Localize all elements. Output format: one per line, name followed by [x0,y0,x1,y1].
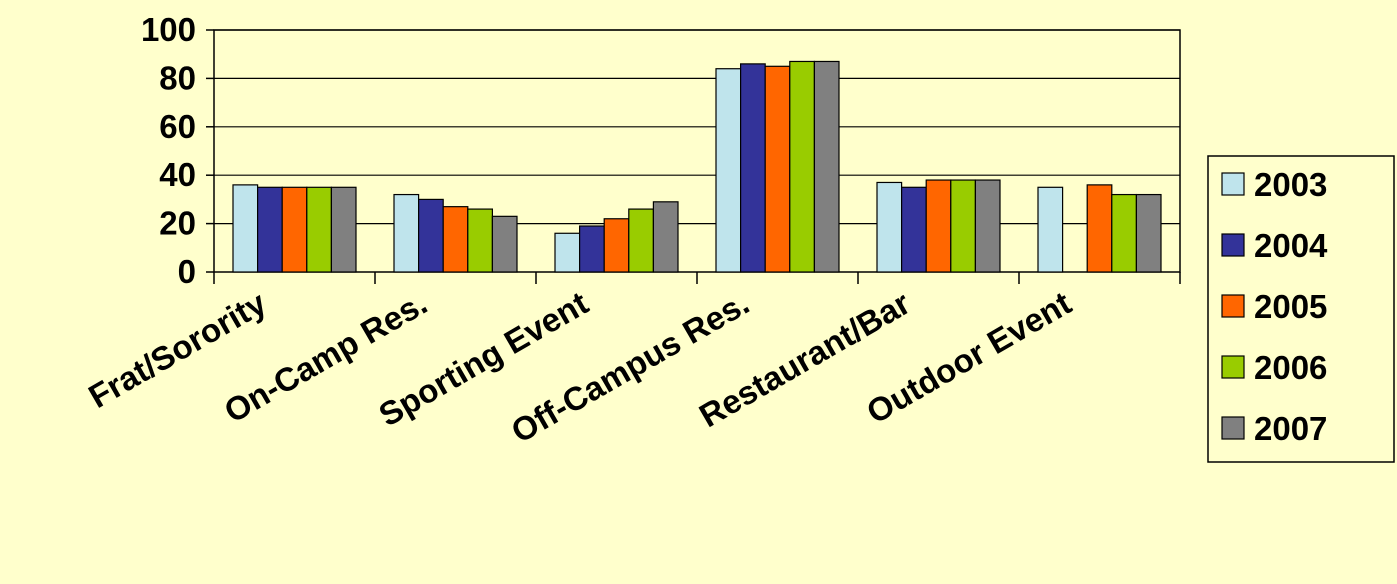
y-tick-label-0: 0 [178,253,196,290]
bar-2007-3 [813,60,840,273]
legend-swatch-2005 [1221,294,1245,318]
y-tick-labels: 0 20 40 60 80 100 [141,11,196,290]
legend-swatch-2003 [1221,172,1245,196]
legend-label-2007: 2007 [1254,410,1327,447]
bar-2007-0 [330,186,357,273]
bar-2005-0 [281,186,308,273]
bar-2005-3 [764,65,791,273]
y-tick-label-40: 40 [159,156,196,193]
bar-2004-0 [257,186,283,273]
legend-label-2004: 2004 [1254,227,1328,264]
y-tick-label-100: 100 [141,11,196,48]
bar-2004-4 [900,186,927,273]
legend-swatch-2004 [1221,233,1245,257]
bar-2004-3 [739,63,766,273]
bar-2006-0 [306,186,332,273]
bar-2006-3 [789,60,815,273]
bar-2006-1 [467,208,493,273]
y-tick-label-60: 60 [159,108,196,145]
bar-2003-3 [715,68,742,273]
axes [206,29,1181,284]
bar-2007-2 [652,201,679,273]
legend-label-2003: 2003 [1254,166,1327,203]
legend-swatch-2006 [1221,355,1245,379]
bar-2005-1 [442,206,469,273]
grid-lines [214,29,1180,225]
bar-2003-1 [393,193,420,273]
bars [232,60,1162,273]
bar-2003-4 [876,181,903,273]
bar-2007-4 [974,179,1001,273]
y-tick-label-80: 80 [159,59,196,96]
bar-2005-4 [925,179,952,273]
bar-2006-5 [1111,193,1138,273]
bar-2004-1 [418,198,444,273]
y-tick-label-20: 20 [159,205,196,242]
bar-2005-2 [603,218,630,273]
bar-2004-2 [578,225,605,273]
bar-2003-0 [232,184,259,273]
bar-2005-5 [1086,184,1113,273]
plot-area-frame [213,29,1181,273]
legend: 2003 2004 2005 2006 2007 [1207,155,1395,463]
legend-label-2006: 2006 [1254,349,1327,386]
legend-swatch-2007 [1221,416,1245,440]
legend-label-2005: 2005 [1254,288,1327,325]
bar-2007-1 [491,215,518,273]
bar-2003-5 [1037,186,1064,273]
bar-2003-2 [554,232,581,273]
bar-2007-5 [1135,193,1162,273]
bar-2006-2 [628,208,654,273]
bar-2006-4 [950,179,976,273]
